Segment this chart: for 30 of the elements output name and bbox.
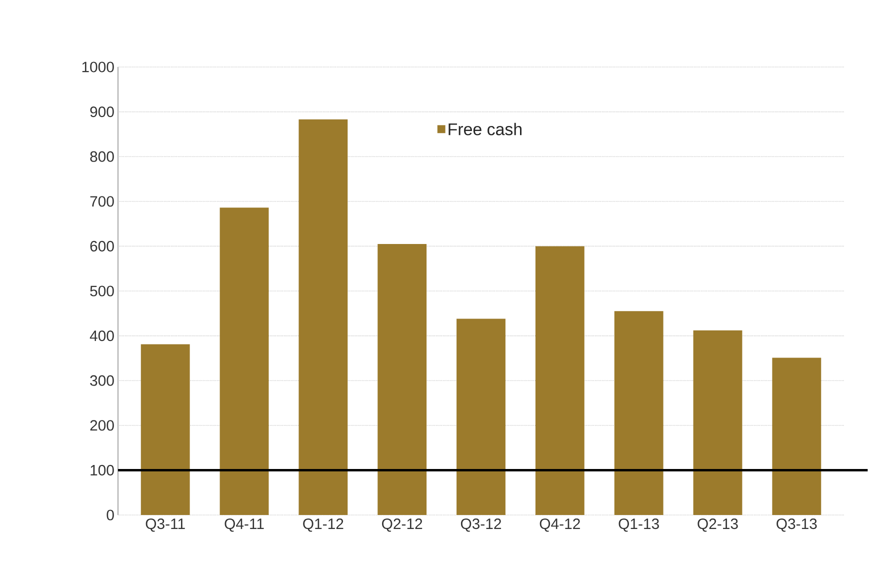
x-tick-label: Q3-12: [460, 518, 502, 532]
y-tick-label: 300: [90, 375, 114, 386]
x-tick-label: Q1-12: [303, 518, 344, 532]
y-tick-label: 100: [90, 464, 114, 476]
y-tick-label: 800: [90, 151, 114, 162]
x-tick-label: Q1-13: [618, 518, 659, 532]
bar: [693, 330, 742, 515]
y-tick-label: 500: [90, 286, 114, 296]
y-tick-label: 700: [90, 196, 114, 207]
x-tick-label: Q2-13: [698, 518, 738, 532]
x-tick-label: Q3-11: [146, 518, 185, 532]
y-tick-label: 900: [90, 106, 114, 118]
bar: [535, 246, 584, 515]
x-tick-label: Q2-12: [382, 518, 422, 532]
y-tick-label: 400: [90, 330, 114, 342]
x-tick-label: Q4-12: [540, 518, 580, 532]
y-tick-label: 1000: [82, 62, 114, 72]
y-tick-label: 200: [90, 420, 114, 431]
y-tick-label: 0: [106, 510, 114, 520]
y-tick-label: 600: [90, 240, 114, 252]
bar: [378, 244, 427, 515]
x-tick-label: Q4-11: [224, 518, 264, 532]
bar: [456, 318, 506, 515]
x-tick-label: Q3-13: [776, 518, 817, 532]
bar: [298, 119, 348, 515]
bar: [140, 344, 190, 515]
bar: [220, 208, 269, 515]
bar: [614, 311, 664, 515]
bar: [772, 358, 822, 515]
legend-label: Free cash: [448, 122, 522, 136]
